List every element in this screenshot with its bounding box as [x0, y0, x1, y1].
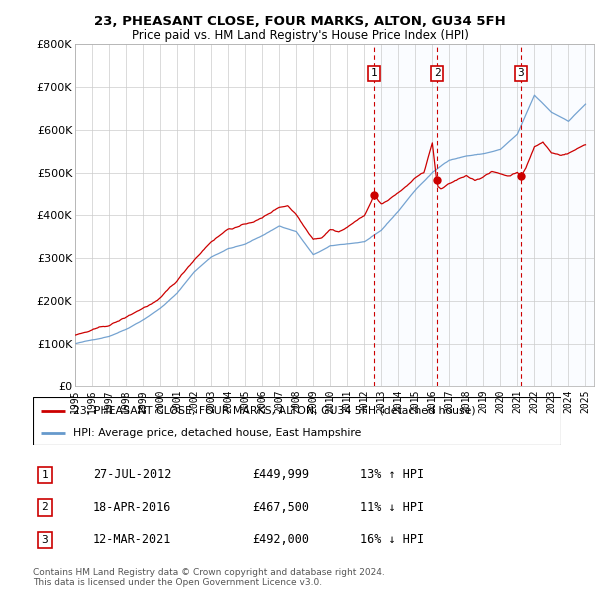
Text: 18-APR-2016: 18-APR-2016 [93, 501, 172, 514]
Bar [374, 44, 437, 386]
Text: HPI: Average price, detached house, East Hampshire: HPI: Average price, detached house, East… [73, 428, 361, 438]
Text: Contains HM Land Registry data © Crown copyright and database right 2024.: Contains HM Land Registry data © Crown c… [33, 568, 385, 576]
Text: £492,000: £492,000 [252, 533, 309, 546]
Text: 23, PHEASANT CLOSE, FOUR MARKS, ALTON, GU34 5FH (detached house): 23, PHEASANT CLOSE, FOUR MARKS, ALTON, G… [73, 405, 475, 415]
Text: 3: 3 [517, 68, 524, 78]
Text: This data is licensed under the Open Government Licence v3.0.: This data is licensed under the Open Gov… [33, 578, 322, 587]
Text: £467,500: £467,500 [252, 501, 309, 514]
Text: 1: 1 [371, 68, 377, 78]
Text: 2: 2 [41, 503, 49, 512]
Text: 3: 3 [41, 535, 49, 545]
Text: 23, PHEASANT CLOSE, FOUR MARKS, ALTON, GU34 5FH: 23, PHEASANT CLOSE, FOUR MARKS, ALTON, G… [94, 15, 506, 28]
Text: 27-JUL-2012: 27-JUL-2012 [93, 468, 172, 481]
Text: 13% ↑ HPI: 13% ↑ HPI [360, 468, 424, 481]
Text: 11% ↓ HPI: 11% ↓ HPI [360, 501, 424, 514]
Text: 2: 2 [434, 68, 440, 78]
Text: 1: 1 [41, 470, 49, 480]
Bar [437, 44, 521, 386]
Text: Price paid vs. HM Land Registry's House Price Index (HPI): Price paid vs. HM Land Registry's House … [131, 30, 469, 42]
Text: £449,999: £449,999 [252, 468, 309, 481]
Bar [521, 44, 594, 386]
Text: 12-MAR-2021: 12-MAR-2021 [93, 533, 172, 546]
Text: 16% ↓ HPI: 16% ↓ HPI [360, 533, 424, 546]
